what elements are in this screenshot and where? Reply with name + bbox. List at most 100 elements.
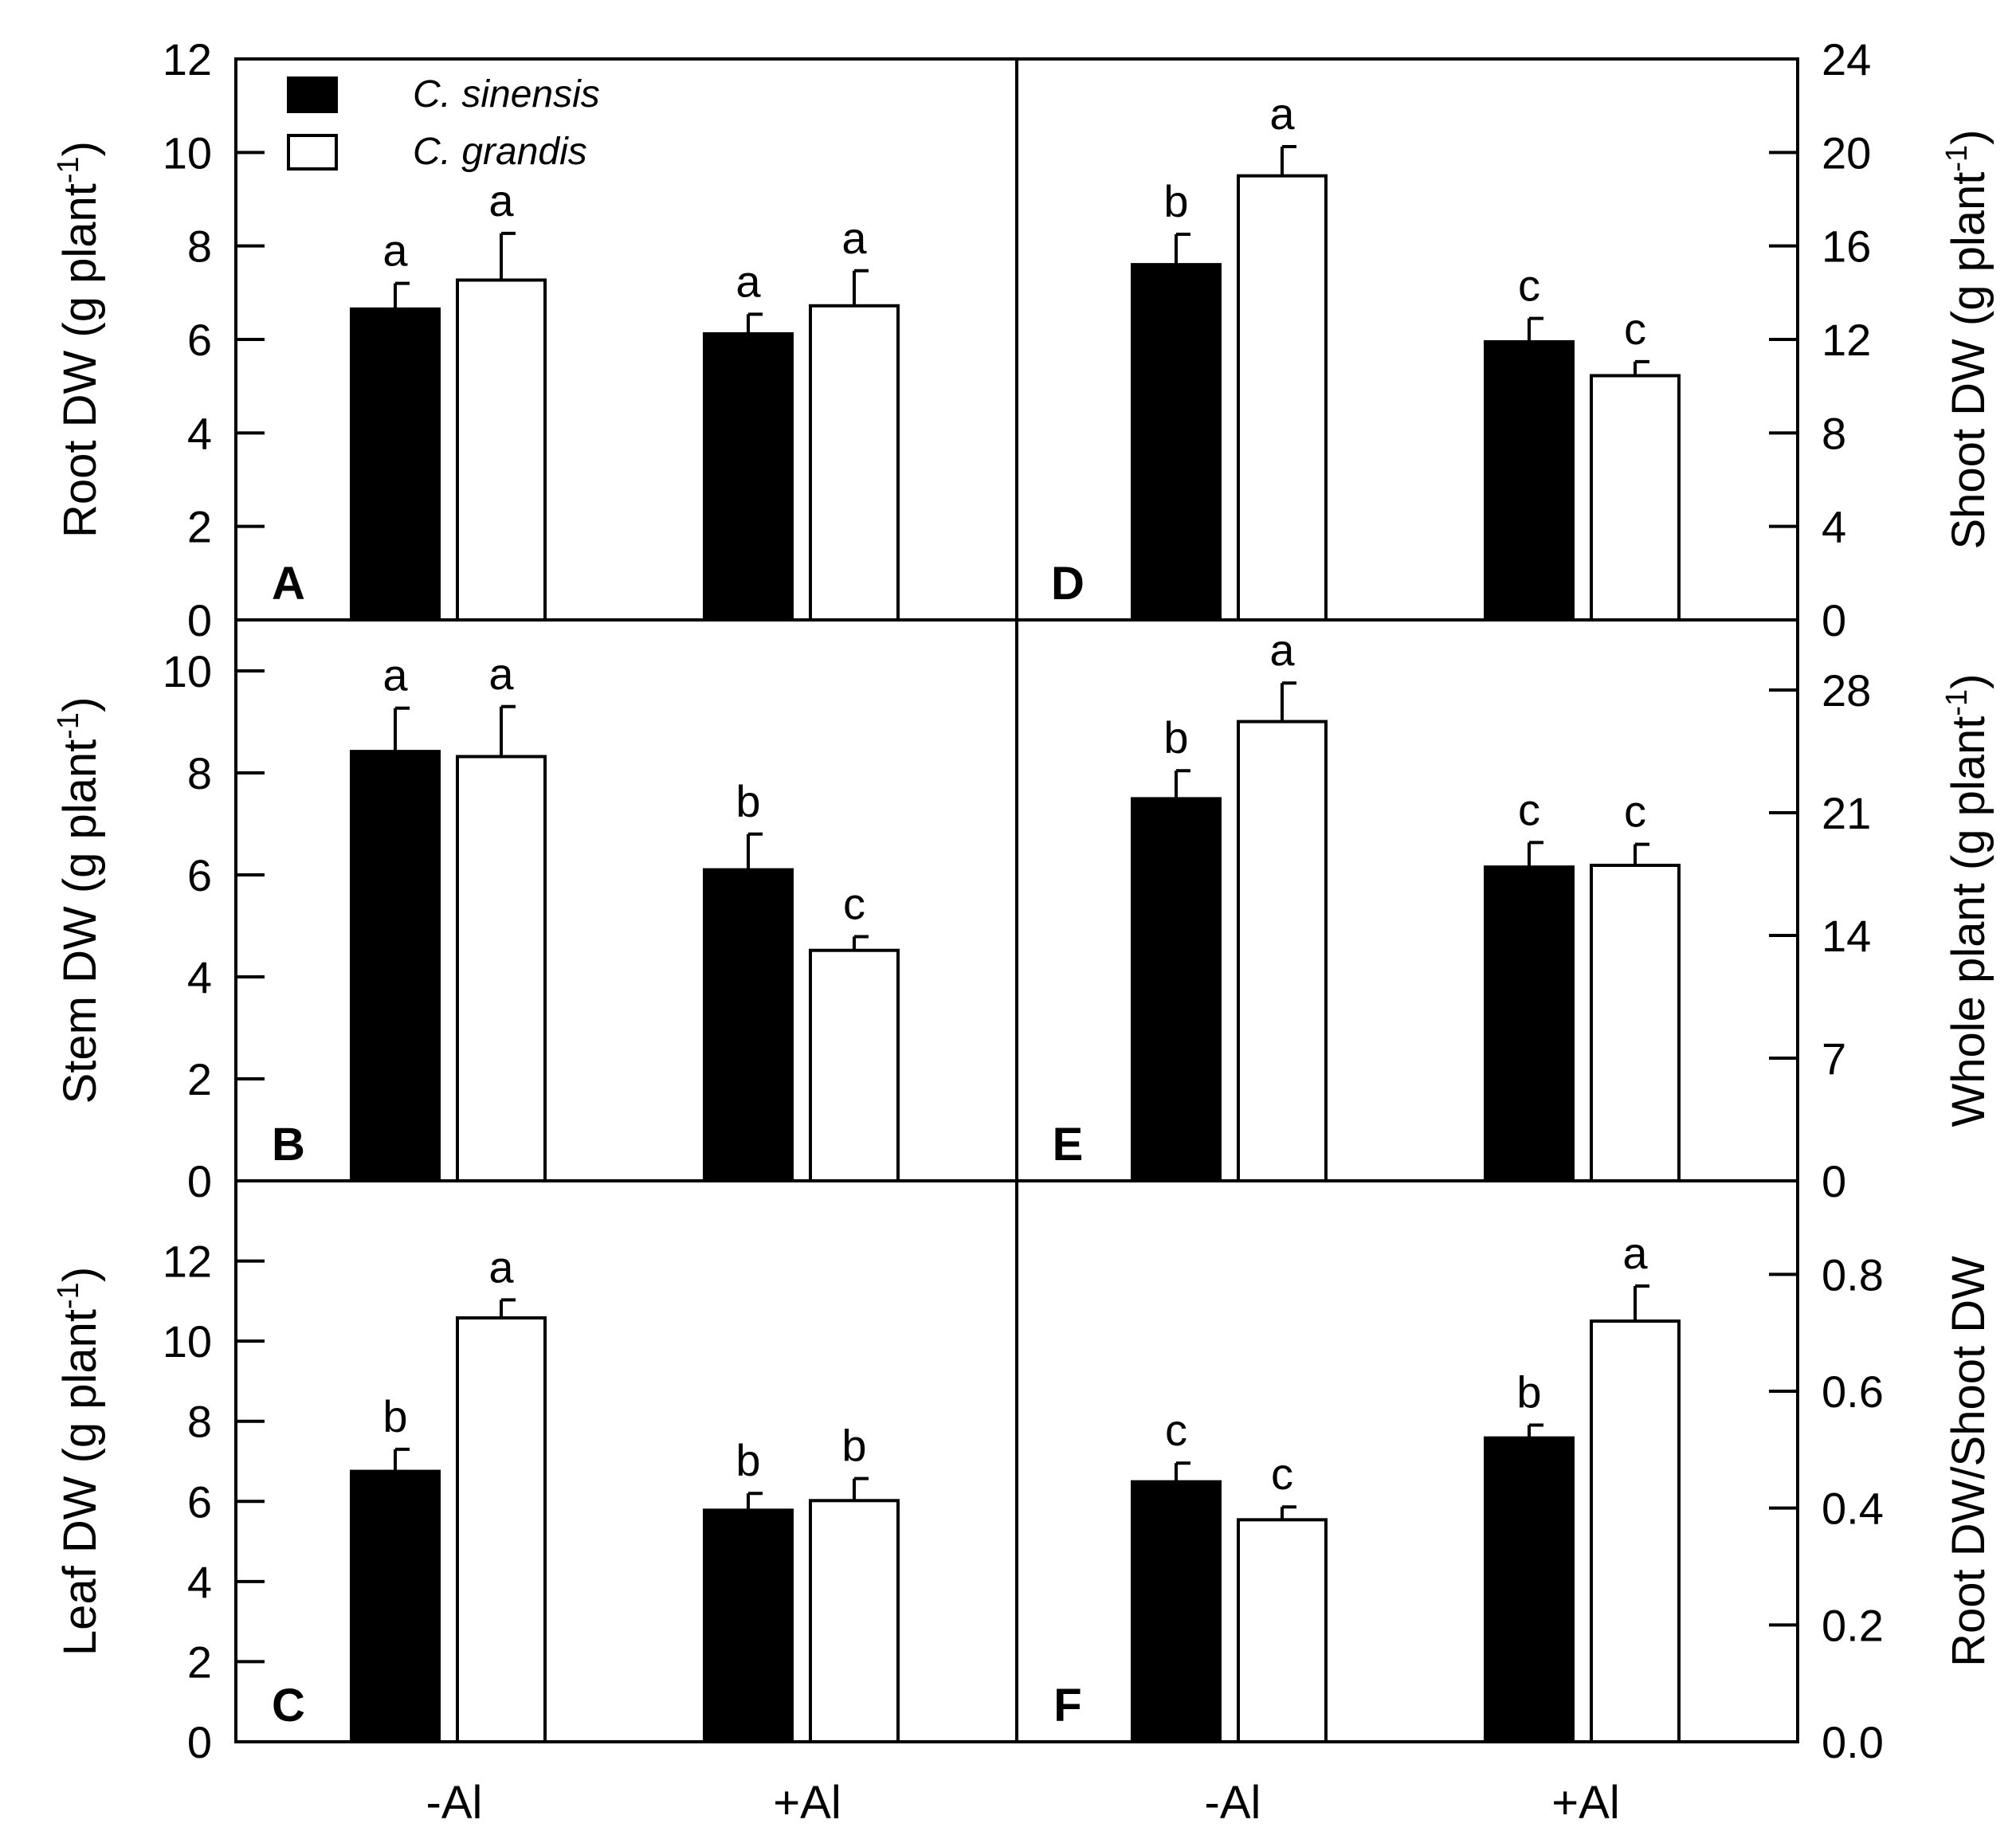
significance-letter: a — [382, 650, 408, 700]
bar-f-c-sinensis — [1131, 1480, 1222, 1743]
panel-letter-c: C — [272, 1680, 305, 1731]
y-tick-label: 12 — [163, 1237, 212, 1287]
bar-f-c-grandis — [1237, 1518, 1328, 1744]
significance-letter: b — [382, 1391, 407, 1441]
y-tick-label: 0 — [187, 1156, 212, 1206]
x-axis-labels: -Al +Al -Al +Al — [426, 1777, 1620, 1829]
significance-letter: a — [735, 256, 761, 306]
legend-swatch-c-sinensis — [287, 76, 338, 113]
y-axis-label-b: Stem DW (g plant-1) — [52, 697, 106, 1104]
bar-f-c-sinensis — [1484, 1436, 1575, 1743]
y-axis-label-f: Root DW/Shoot DW — [1943, 1256, 1994, 1667]
significance-letter: b — [735, 1435, 760, 1485]
x-tick-label: -Al — [426, 1777, 483, 1829]
significance-letter: a — [841, 213, 867, 263]
significance-letter: a — [1269, 88, 1295, 139]
bar-c-c-grandis — [809, 1499, 900, 1744]
y-tick-label: 21 — [1822, 788, 1871, 838]
bar-e-c-grandis — [1590, 864, 1681, 1182]
bar-e-c-grandis — [1237, 720, 1328, 1182]
bar-c-c-grandis — [456, 1316, 547, 1743]
significance-letter: b — [841, 1421, 866, 1471]
legend-label-c-grandis: C. grandis — [413, 131, 587, 173]
bar-a-c-grandis — [809, 304, 900, 622]
x-tick-label: -Al — [1205, 1777, 1261, 1829]
bar-a-c-grandis — [456, 278, 547, 622]
bar-e-c-sinensis — [1484, 865, 1575, 1182]
panel-letter-a: A — [272, 558, 305, 610]
y-axis-label-c: Leaf DW (g plant-1) — [52, 1267, 106, 1656]
y-tick-label: 0 — [1822, 595, 1846, 645]
y-tick-label: 28 — [1822, 665, 1871, 716]
significance-letter: c — [843, 878, 865, 928]
bar-d-c-sinensis — [1131, 263, 1222, 622]
bar-b-c-grandis — [809, 948, 900, 1182]
y-tick-label: 0.8 — [1822, 1249, 1884, 1300]
significance-letter: a — [1269, 625, 1295, 675]
bar-a-c-sinensis — [703, 331, 794, 622]
bar-d-c-grandis — [1590, 374, 1681, 622]
panel-letter-b: B — [272, 1119, 305, 1171]
y-tick-label: 6 — [187, 315, 212, 365]
y-tick-label: 10 — [163, 646, 212, 696]
bar-a-c-sinensis — [350, 307, 441, 622]
y-tick-label: 14 — [1822, 911, 1871, 961]
y-tick-label: 2 — [187, 502, 212, 552]
y-tick-label: 4 — [187, 1557, 212, 1607]
bar-b-c-sinensis — [350, 750, 441, 1182]
significance-letter: b — [735, 776, 760, 826]
y-tick-label: 10 — [163, 127, 212, 178]
legend-label-c-sinensis: C. sinensis — [413, 73, 600, 116]
y-tick-label: 0 — [187, 1717, 212, 1767]
y-tick-label: 6 — [187, 1476, 212, 1527]
bar-c-c-sinensis — [350, 1469, 441, 1743]
significance-letter: b — [1516, 1367, 1541, 1418]
y-tick-label: 0 — [187, 595, 212, 645]
y-tick-label: 6 — [187, 850, 212, 900]
significance-letter: b — [1163, 176, 1188, 226]
significance-letter: b — [1163, 712, 1188, 763]
y-tick-label: 8 — [187, 222, 212, 272]
bar-b-c-grandis — [456, 755, 547, 1182]
bar-c-c-sinensis — [703, 1508, 794, 1743]
y-tick-label: 0 — [1822, 1156, 1846, 1206]
legend: C. sinensis C. grandis — [287, 73, 600, 173]
significance-letter: a — [488, 649, 514, 699]
y-tick-label: 8 — [187, 748, 212, 798]
significance-letter: c — [1624, 786, 1646, 837]
y-tick-label: 10 — [163, 1316, 212, 1367]
significance-letter: a — [488, 175, 514, 225]
bar-d-c-grandis — [1237, 174, 1328, 622]
panel-letter-f: F — [1053, 1680, 1081, 1731]
y-tick-label: 12 — [1822, 315, 1871, 365]
bars — [350, 145, 1681, 1744]
significance-letter: c — [1165, 1405, 1187, 1455]
y-tick-label: 7 — [1822, 1033, 1846, 1084]
labels: a a a a A Root DW (g plant-1) a b a c B Stem DW (g … — [52, 88, 1994, 1731]
y-tick-label: 0.0 — [1822, 1717, 1884, 1767]
bar-d-c-sinensis — [1484, 339, 1575, 622]
y-tick-label: 20 — [1822, 127, 1871, 178]
y-tick-label: 4 — [187, 408, 212, 458]
y-tick-label: 0.6 — [1822, 1367, 1884, 1417]
y-axis-label-e: Whole plant (g plant-1) — [1940, 674, 1994, 1127]
y-tick-label: 0.2 — [1822, 1600, 1884, 1650]
significance-letter: c — [1271, 1449, 1293, 1499]
y-tick-label: 8 — [187, 1397, 212, 1447]
y-tick-label: 24 — [1822, 34, 1871, 84]
y-tick-label: 0.4 — [1822, 1484, 1884, 1534]
significance-letter: c — [1518, 784, 1540, 834]
y-tick-label: 4 — [1822, 502, 1846, 552]
y-tick-label: 12 — [163, 34, 212, 84]
panel-letter-d: D — [1051, 558, 1084, 610]
significance-letter: c — [1624, 304, 1646, 354]
y-axis-label-d: Shoot DW (g plant-1) — [1940, 129, 1994, 549]
y-tick-label: 4 — [187, 952, 212, 1002]
significance-letter: a — [488, 1241, 514, 1292]
y-tick-label: 8 — [1822, 408, 1846, 458]
panel-letter-e: E — [1053, 1119, 1084, 1171]
x-tick-label: +Al — [773, 1777, 841, 1829]
y-axis-label-a: Root DW (g plant-1) — [52, 141, 106, 538]
y-tick-label: 16 — [1822, 222, 1871, 272]
x-tick-label: +Al — [1551, 1777, 1619, 1829]
